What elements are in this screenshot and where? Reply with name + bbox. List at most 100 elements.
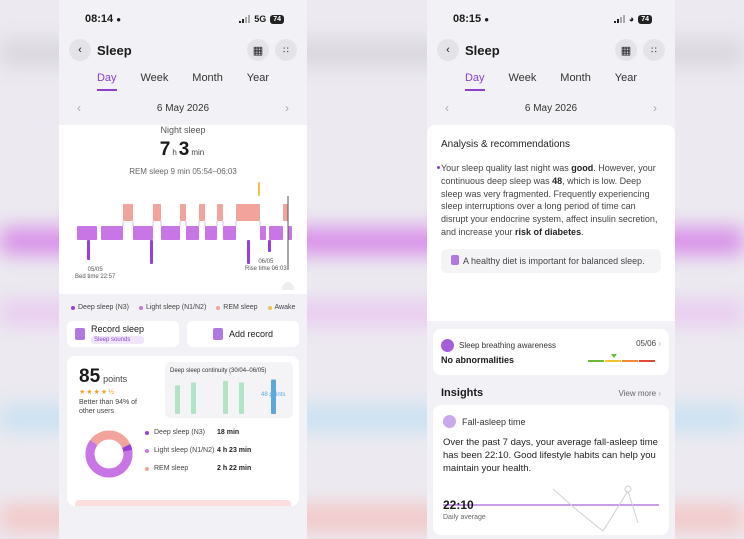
stage-donut-chart	[85, 430, 133, 478]
bullet-dot-icon	[437, 166, 440, 169]
tab-year[interactable]: Year	[614, 72, 638, 84]
continuity-bars	[175, 379, 276, 414]
tab-week[interactable]: Week	[508, 72, 537, 84]
tab-day[interactable]: Day	[96, 72, 117, 91]
wifi-icon: ◕	[628, 14, 635, 24]
diet-tip[interactable]: A healthy diet is important for balanced…	[441, 248, 661, 274]
signal-icon	[613, 15, 625, 23]
breathing-title: Sleep breathing awareness	[441, 339, 661, 352]
analysis-text: Your sleep quality last night was good. …	[437, 162, 661, 239]
sleep-sounds-badge[interactable]: Sleep sounds	[91, 336, 145, 344]
status-time: 08:15 ●	[453, 13, 490, 25]
network-label: 5G	[254, 14, 267, 24]
calendar-button[interactable]: ▦	[247, 39, 269, 61]
continuity-title: Deep sleep continuity (30/04–06/05)	[170, 368, 267, 374]
level-marker-icon	[611, 354, 617, 358]
calendar-icon: ▦	[252, 44, 264, 57]
fall-asleep-average: 22:10	[443, 498, 474, 512]
tab-month[interactable]: Month	[560, 72, 591, 84]
battery-icon: 74	[638, 14, 652, 24]
grid-dots-icon: ∷	[283, 44, 289, 55]
tab-year[interactable]: Year	[246, 72, 270, 84]
continuity-bar	[191, 382, 196, 414]
fall-asleep-trend-chart	[443, 485, 659, 532]
breathing-awareness-card[interactable]: Sleep breathing awareness No abnormaliti…	[433, 329, 669, 375]
sleep-score-card[interactable]: 85 points ★★★★½ Better than 94% of other …	[67, 356, 299, 506]
period-tabs: Day Week Month Year	[427, 72, 675, 91]
insights-header: Insights View more ›	[427, 387, 675, 399]
add-record-label: Add record	[228, 329, 274, 339]
night-sleep-card: Night sleep 7 h 3 min REM sleep 9 min 05:54…	[59, 125, 307, 294]
date-label: 6 May 2026	[156, 102, 210, 114]
duration-hours-unit: h	[172, 148, 177, 157]
analysis-title: Analysis & recommendations	[441, 139, 570, 150]
continuity-bar	[271, 379, 276, 414]
record-sleep-icon	[75, 328, 85, 340]
duration-minutes: 3	[178, 139, 190, 160]
battery-icon: 74	[270, 14, 284, 24]
rem-segments	[123, 204, 288, 221]
record-sleep-button[interactable]: Record sleep Sleep sounds	[67, 321, 179, 347]
duration-minutes-unit: min	[191, 148, 205, 157]
continuity-latest-label: 48 points	[261, 392, 286, 398]
next-day-chevron-icon[interactable]: ›	[284, 101, 289, 115]
add-record-icon	[212, 328, 223, 340]
record-sleep-label: Record sleep	[91, 324, 145, 334]
deep-sleep-continuity-chart[interactable]: Deep sleep continuity (30/04–06/05) 48 p…	[165, 362, 293, 418]
continuity-bar	[223, 380, 228, 414]
more-button[interactable]: ∷	[275, 39, 297, 61]
calendar-button[interactable]: ▦	[615, 39, 637, 61]
tab-week[interactable]: Week	[140, 72, 169, 84]
back-button[interactable]: ‹	[437, 39, 459, 61]
date-selector: ‹ 6 May 2026 ›	[59, 101, 307, 115]
cursor-handle[interactable]	[282, 282, 294, 294]
stage-row-deep: Deep sleep (N3) 18 min	[145, 429, 239, 436]
next-day-chevron-icon[interactable]: ›	[652, 101, 657, 115]
stage-transitions	[122, 221, 261, 226]
date-label: 6 May 2026	[524, 102, 578, 114]
signal-icon	[239, 15, 251, 23]
legend-rem: REM sleep	[216, 304, 258, 311]
sleep-hypnogram[interactable]: 05/05 Bed time 22:57 06/05 Rise time 06:…	[59, 182, 307, 294]
fall-asleep-icon	[443, 415, 456, 428]
fall-asleep-text: Over the past 7 days, your average fall-…	[443, 437, 658, 474]
status-bar: 08:15 ● ◕ 74	[427, 0, 675, 38]
insights-title: Insights	[441, 387, 484, 399]
app-bar: ‹ Sleep ▦ ∷	[427, 38, 675, 62]
sleep-duration: 7 h 3 min	[59, 139, 307, 161]
legend-awake: Awake	[267, 304, 295, 311]
fall-asleep-card[interactable]: Fall-asleep time Over the past 7 days, y…	[433, 405, 669, 535]
prev-day-chevron-icon[interactable]: ‹	[445, 101, 449, 115]
night-sleep-label: Night sleep	[160, 125, 206, 135]
breathing-icon	[441, 339, 454, 352]
tab-day[interactable]: Day	[464, 72, 485, 91]
more-button[interactable]: ∷	[643, 39, 665, 61]
stage-row-rem: REM sleep 2 h 22 min	[145, 465, 251, 472]
deep-segments	[87, 240, 271, 264]
score-stars-icon: ★★★★½	[79, 389, 115, 396]
record-actions: Record sleep Sleep sounds Add record	[59, 321, 307, 347]
chevron-left-icon: ‹	[78, 44, 82, 56]
page-title: Sleep	[97, 42, 132, 58]
view-more-link[interactable]: View more ›	[618, 388, 661, 398]
awake-segments	[258, 182, 260, 196]
breathing-date: 05/06 ›	[636, 339, 661, 348]
phone-screen-right: 08:15 ● ◕ 74 ‹ Sleep ▦ ∷ Day Week Month …	[427, 0, 675, 539]
risetime-label: 06/05 Rise time 06:03	[245, 259, 287, 273]
prev-day-chevron-icon[interactable]: ‹	[77, 101, 81, 115]
fall-asleep-sub: Daily average	[443, 514, 486, 521]
grid-dots-icon: ∷	[651, 44, 657, 55]
back-button[interactable]: ‹	[69, 39, 91, 61]
status-bar: 08:14 ● 5G 74	[59, 0, 307, 38]
bedtime-label: 05/05 Bed time 22:57	[75, 267, 116, 281]
tab-month[interactable]: Month	[192, 72, 223, 84]
date-selector: ‹ 6 May 2026 ›	[427, 101, 675, 115]
legend-deep: Deep sleep (N3)	[71, 304, 129, 311]
duration-hours: 7	[159, 139, 171, 160]
continuity-bar	[239, 382, 244, 414]
score-comparison: Better than 94% of other users	[79, 399, 137, 416]
status-time: 08:14 ●	[85, 13, 122, 25]
selected-stage-readout: REM sleep 9 min 05:54–06:03	[129, 167, 237, 176]
add-record-button[interactable]: Add record	[187, 321, 299, 347]
stage-legend: Deep sleep (N3) Light sleep (N1/N2) REM …	[59, 304, 307, 311]
